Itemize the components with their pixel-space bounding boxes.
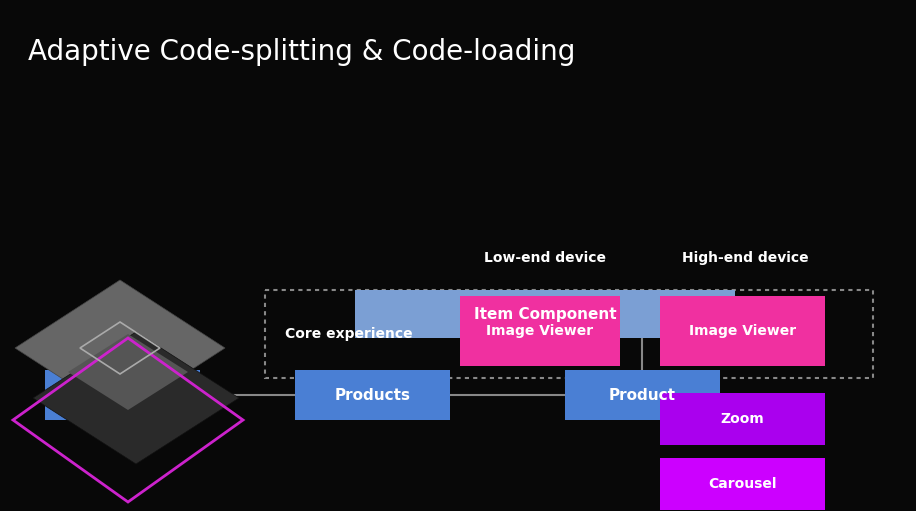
FancyBboxPatch shape [565, 370, 720, 420]
Text: Zoom: Zoom [721, 412, 764, 426]
Text: Low-end device: Low-end device [484, 251, 606, 265]
FancyBboxPatch shape [45, 370, 200, 420]
FancyBboxPatch shape [295, 370, 450, 420]
Text: Item Component: Item Component [474, 307, 616, 321]
FancyBboxPatch shape [660, 393, 825, 445]
Bar [265, 290, 873, 378]
Polygon shape [33, 332, 239, 464]
Text: Adaptive Code-splitting & Code-loading: Adaptive Code-splitting & Code-loading [28, 38, 575, 66]
Text: Products: Products [334, 387, 410, 403]
Text: Carousel: Carousel [708, 477, 777, 491]
FancyBboxPatch shape [460, 296, 620, 366]
Text: High-end device: High-end device [682, 251, 808, 265]
Text: Image Viewer: Image Viewer [689, 324, 796, 338]
FancyBboxPatch shape [660, 296, 825, 366]
Text: Core experience: Core experience [285, 327, 412, 341]
Polygon shape [15, 280, 225, 416]
FancyBboxPatch shape [355, 290, 735, 338]
Text: Product: Product [609, 387, 676, 403]
Polygon shape [68, 334, 188, 410]
Text: Image Viewer: Image Viewer [486, 324, 594, 338]
FancyBboxPatch shape [660, 458, 825, 510]
Text: Home: Home [98, 387, 147, 403]
